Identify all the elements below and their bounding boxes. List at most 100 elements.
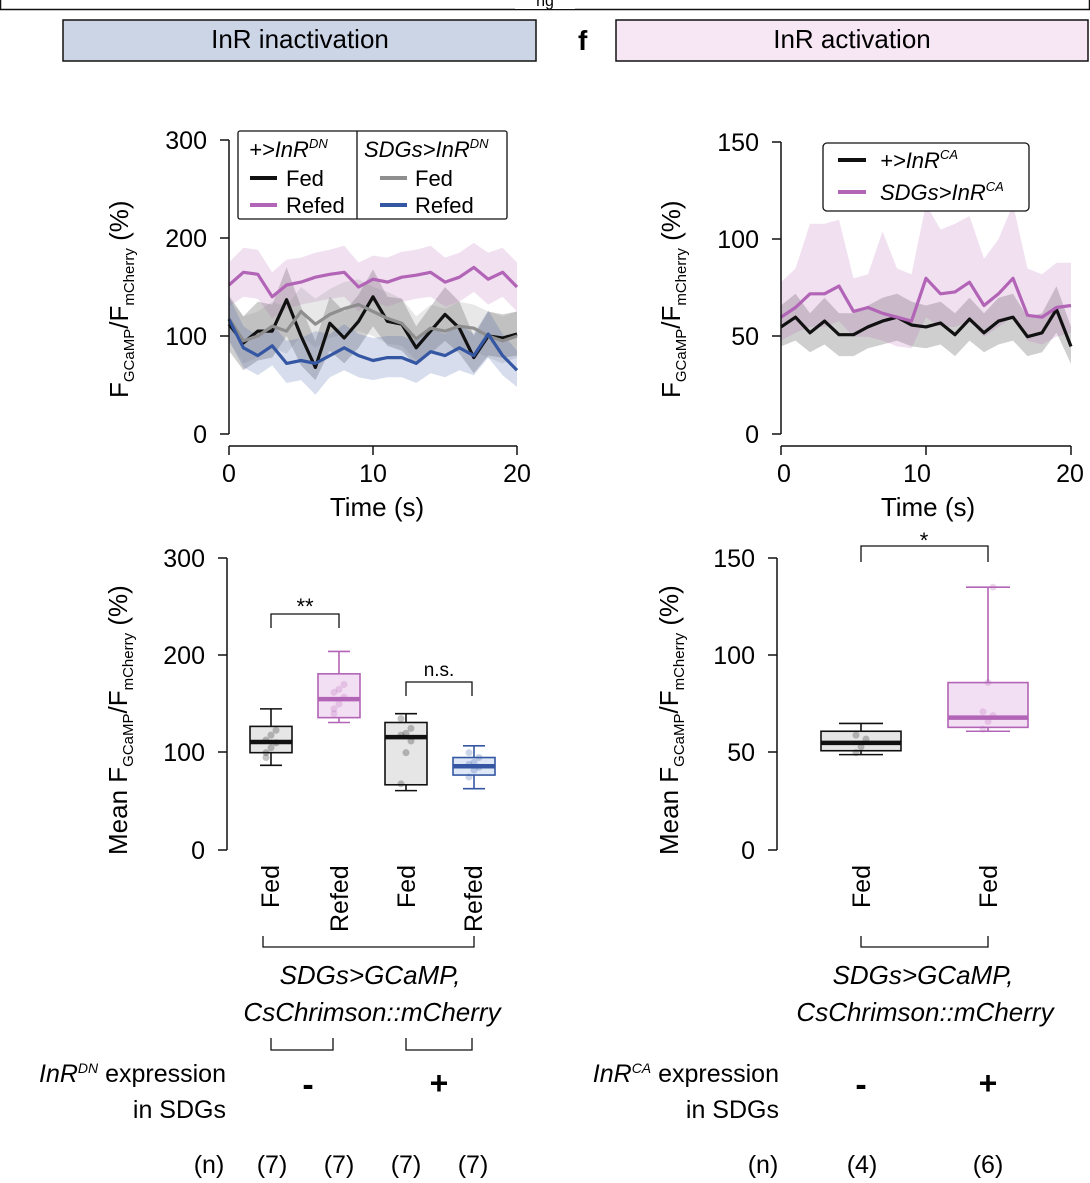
left-line-bands	[229, 242, 517, 395]
left-legend-group2: SDGs>InRDN	[364, 136, 489, 162]
left-header-box	[62, 19, 537, 62]
right-line-ylabel: FGCaMP/FmCherry (%)	[656, 200, 690, 398]
right-box-chart: 150 100 50 0 Mean FGCaMP/FmCherry (%) * …	[593, 528, 1056, 1179]
left-line-y-ticks: 300 200 100 0	[165, 127, 229, 449]
right-box-point-2-4	[979, 708, 987, 716]
right-line-xtick-0: 0	[777, 460, 791, 488]
left-line-series	[227, 265, 519, 372]
right-line-x-ticks: 0 10 20	[777, 446, 1084, 488]
left-box-point-3-6	[407, 724, 415, 732]
right-box-ylabel-main: Mean F	[654, 767, 684, 855]
left-legend: +>InRDN SDGs>InRDN Fed Refed Fed Refed	[237, 130, 508, 220]
right-genotype-bracket	[860, 936, 989, 948]
left-genotype-bracket	[262, 936, 475, 948]
left-line-xlabel: Time (s)	[330, 492, 424, 522]
left-box-point-4-6	[475, 754, 483, 762]
left-box-ytick-0: 0	[191, 837, 205, 865]
right-box-ytick-0: 0	[741, 837, 755, 865]
left-box-box-1	[249, 725, 293, 754]
right-genotype-line1: SDGs>GCaMP,	[833, 960, 1014, 990]
right-box-marks	[820, 583, 1029, 757]
left-box-point-3-7	[397, 715, 405, 723]
right-line-xlabel: Time (s)	[881, 492, 975, 522]
left-expression-label: InRDN expression	[39, 1060, 226, 1088]
left-box-ylabel: Mean FGCaMP/FmCherry (%)	[103, 585, 137, 855]
right-header-title: InR activation	[773, 24, 931, 54]
right-legend-label-2: SDGs>InRCA	[880, 179, 1004, 205]
left-box-point-2-4	[330, 688, 338, 696]
left-n-label: (n)	[194, 1151, 225, 1179]
left-box-point-1-2	[267, 744, 275, 752]
left-box-marks	[249, 650, 496, 792]
right-expression-plus: +	[979, 1065, 998, 1101]
left-genotype-line2: CsChrimson::mCherry	[243, 997, 502, 1027]
left-box-chart: 300 200 100 0 Mean FGCaMP/FmCherry (%) *…	[39, 545, 503, 1179]
left-legend-group1: +>InRDN	[249, 136, 328, 162]
left-expression-plus: +	[430, 1065, 449, 1101]
left-box-box-3	[384, 721, 428, 786]
right-box-point-1-1	[852, 749, 860, 757]
right-cat-label-2: Fed	[975, 865, 1003, 908]
right-line-chart: 150 100 50 0 0 10 20 Time (s) FGCaMP/FmC…	[656, 129, 1084, 522]
left-box-ylabel-main: Mean F	[103, 767, 133, 855]
left-line-ytick-300: 300	[165, 127, 207, 155]
left-line-series-3	[227, 303, 518, 343]
right-line-ytick-150: 150	[717, 129, 759, 157]
left-box-point-4-7	[465, 749, 473, 757]
left-box-ytick-300: 300	[163, 545, 205, 573]
left-box-y-ticks: 300 200 100 0	[163, 545, 227, 865]
left-box-point-3-1	[397, 780, 405, 788]
left-expr-bracket-1	[270, 1038, 334, 1051]
left-box-ytick-100: 100	[163, 739, 205, 767]
right-expression-minus: -	[855, 1066, 866, 1104]
left-sig-bracket-2	[405, 681, 473, 696]
left-line-ytick-100: 100	[165, 323, 207, 351]
right-line-bands	[781, 204, 1071, 364]
left-box-point-2-5	[335, 685, 343, 693]
left-expr-bracket-2	[405, 1038, 473, 1051]
top-caption: ng	[536, 0, 554, 10]
left-box-point-2-7	[330, 705, 338, 713]
left-sig-label-1: **	[296, 594, 314, 619]
right-line-ytick-50: 50	[731, 323, 759, 351]
right-line-ylabel-unit: (%)	[656, 200, 686, 248]
left-line-band-4	[229, 296, 517, 395]
right-box-ylabel-mid: /F	[654, 690, 684, 713]
right-line-xtick-20: 20	[1056, 460, 1084, 488]
left-box-point-2-1	[330, 710, 338, 718]
right-box-ytick-50: 50	[727, 739, 755, 767]
left-cat-label-3: Fed	[393, 865, 421, 908]
left-legend-label-1: Fed	[286, 166, 324, 191]
left-box-point-1-1	[262, 754, 270, 762]
left-header-title: InR inactivation	[211, 24, 389, 54]
right-sig-bracket	[860, 545, 989, 562]
left-expression-label-2: in SDGs	[133, 1096, 226, 1124]
right-legend-label-1: +>InRCA	[880, 147, 958, 173]
right-cat-label-1: Fed	[848, 865, 876, 908]
left-line-ylabel-sub1: GCaMP	[121, 329, 138, 382]
right-genotype-line2: CsChrimson::mCherry	[796, 997, 1055, 1027]
left-line-ylabel-mid: /F	[104, 306, 134, 329]
left-n-3: (7)	[391, 1151, 422, 1179]
left-cat-label-1: Fed	[257, 865, 285, 908]
left-cat-label-4: Refed	[460, 865, 488, 932]
left-n-4: (7)	[458, 1151, 489, 1179]
right-header: InR activation	[615, 19, 1089, 62]
left-box-ylabel-sub2: mCherry	[120, 632, 137, 690]
left-box-point-1-7	[262, 749, 270, 757]
right-line-series-2	[780, 276, 1072, 323]
left-cat-label-2: Refed	[326, 865, 354, 932]
left-box-point-2-6	[340, 681, 348, 689]
panel-letter-f: f	[578, 25, 588, 56]
left-header: InR inactivation	[62, 19, 537, 62]
left-sig-bracket-1	[270, 613, 340, 628]
left-genotype-line1: SDGs>GCaMP,	[280, 960, 461, 990]
right-box-ylabel-sub1: GCaMP	[671, 714, 688, 767]
left-line-band-3	[229, 279, 517, 364]
left-line-series-2	[227, 265, 519, 299]
right-box-point-2-5	[984, 679, 992, 687]
right-expression-label: InRCA expression	[593, 1060, 779, 1088]
left-legend-label-3: Fed	[415, 166, 453, 191]
right-line-y-ticks: 150 100 50 0	[717, 129, 781, 449]
right-box-box-2	[947, 681, 1029, 729]
